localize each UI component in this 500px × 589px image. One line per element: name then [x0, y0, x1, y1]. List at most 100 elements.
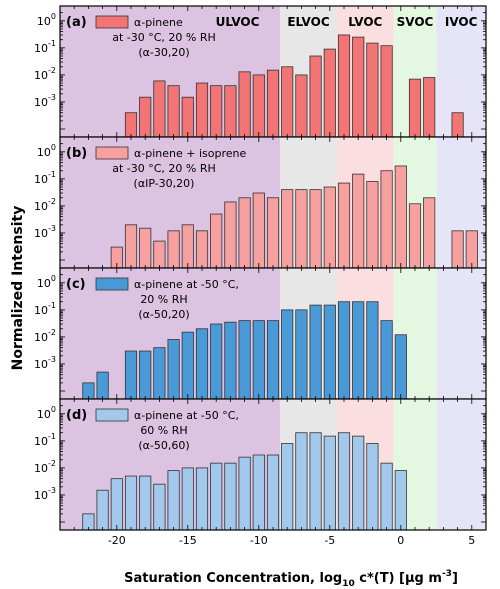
- bar-4-4: [139, 475, 152, 531]
- bar-2-10: [252, 192, 265, 269]
- bar-1-23: [451, 112, 464, 138]
- legend-text-2-2: (αIP-30,20): [134, 177, 195, 190]
- legend-text-1-2: (α-30,20): [138, 46, 189, 59]
- y-tick-label-base-4-0: 10: [34, 489, 48, 502]
- bar-3-12: [252, 320, 265, 400]
- bar-2-18: [366, 181, 379, 269]
- x-tick-label-4: 0: [397, 534, 404, 547]
- bar-4-2: [110, 478, 123, 531]
- legend-text-1-1: at -30 °C, 20 % RH: [112, 31, 216, 44]
- y-tick-label-sup-2-3: 0: [51, 143, 56, 152]
- bar-3-13: [266, 320, 280, 400]
- bar-2-25: [465, 230, 478, 269]
- y-tick-label-base-2-1: 10: [34, 200, 48, 213]
- y-tick-label-sup-2-2: -1: [48, 170, 56, 179]
- y-tick-label-1-0: 10-3: [34, 93, 56, 109]
- region-ivoc-4: [436, 399, 486, 530]
- x-tick-label-5: 5: [468, 534, 475, 547]
- bar-1-17: [366, 42, 379, 138]
- x-axis-label-main: Saturation Concentration, log: [124, 571, 342, 586]
- bar-4-6: [167, 470, 180, 531]
- bar-2-21: [408, 203, 422, 269]
- y-tick-label-sup-1-0: -3: [48, 93, 56, 102]
- bar-2-14: [309, 189, 322, 269]
- bar-4-3: [124, 475, 138, 531]
- bar-4-9: [210, 462, 223, 531]
- y-tick-label-sup-3-1: -2: [48, 328, 56, 337]
- bar-3-18: [337, 301, 351, 400]
- y-tick-label-base-1-2: 10: [34, 42, 48, 55]
- y-tick-label-sup-4-3: 0: [51, 405, 56, 414]
- bar-2-20: [394, 165, 407, 269]
- y-tick-label-1-2: 10-1: [34, 39, 56, 55]
- bar-1-5: [195, 82, 209, 138]
- bar-4-12: [252, 454, 265, 531]
- y-tick-label-1-3: 100: [37, 12, 56, 28]
- bar-2-9: [238, 197, 251, 269]
- legend-text-4-0: α-pinene at -50 °C,: [134, 409, 239, 422]
- bar-4-5: [153, 483, 166, 531]
- bar-1-10: [266, 69, 280, 138]
- bar-1-11: [281, 66, 294, 138]
- panel-label-1: (a): [66, 15, 87, 30]
- bar-1-20: [408, 78, 422, 138]
- region-label-svoc: SVOC: [397, 15, 434, 29]
- bar-3-1: [96, 371, 109, 400]
- bar-3-16: [309, 304, 322, 400]
- bar-3-20: [366, 301, 379, 400]
- bar-3-8: [195, 328, 209, 400]
- bar-3-4: [139, 350, 152, 400]
- x-axis-label-sub: 10: [342, 579, 355, 589]
- y-tick-label-base-2-2: 10: [34, 173, 48, 186]
- bar-2-16: [337, 182, 351, 269]
- y-tick-label-sup-4-1: -2: [48, 459, 56, 468]
- y-tick-label-sup-1-3: 0: [51, 12, 56, 21]
- bar-4-10: [224, 462, 237, 531]
- bar-3-9: [210, 323, 223, 400]
- bar-1-15: [337, 34, 351, 138]
- bar-3-21: [380, 320, 393, 400]
- y-tick-label-3-2: 10-1: [34, 301, 56, 317]
- bar-3-7: [181, 331, 194, 400]
- bar-3-11: [238, 320, 251, 400]
- legend-text-2-1: at -30 °C, 20 % RH: [112, 162, 216, 175]
- bar-2-6: [195, 230, 209, 269]
- region-label-ulvoc: ULVOC: [216, 15, 260, 29]
- y-tick-label-base-4-2: 10: [34, 435, 48, 448]
- y-tick-label-base-3-1: 10: [34, 331, 48, 344]
- bar-4-17: [323, 435, 336, 531]
- bar-3-5: [153, 347, 166, 400]
- bar-2-12: [281, 189, 294, 269]
- y-tick-label-base-1-1: 10: [34, 69, 48, 82]
- bar-1-16: [352, 36, 365, 138]
- y-tick-label-3-0: 10-3: [34, 355, 56, 371]
- bar-1-18: [380, 45, 393, 138]
- bar-2-22: [423, 197, 436, 269]
- y-tick-label-base-3-3: 10: [37, 277, 51, 290]
- bar-4-22: [394, 470, 407, 531]
- x-axis-label: Saturation Concentration, log10 c*(T) [µ…: [124, 569, 458, 589]
- legend-text-3-1: 20 % RH: [140, 293, 187, 306]
- y-tick-label-base-2-3: 10: [37, 146, 51, 159]
- legend-swatch-4: [95, 408, 129, 422]
- bar-3-19: [352, 301, 365, 400]
- y-tick-label-base-3-0: 10: [34, 358, 48, 371]
- bar-4-20: [366, 443, 379, 531]
- x-tick-label-3: -5: [324, 534, 335, 547]
- y-tick-label-base-3-2: 10: [34, 304, 48, 317]
- y-tick-label-base-4-3: 10: [37, 408, 51, 421]
- bar-4-18: [337, 432, 351, 531]
- legend-text-3-0: α-pinene at -50 °C,: [134, 278, 239, 291]
- y-tick-label-base-1-0: 10: [34, 96, 48, 109]
- bar-2-2: [139, 227, 152, 269]
- legend-text-4-1: 60 % RH: [140, 424, 187, 437]
- bar-4-1: [96, 489, 109, 531]
- y-tick-label-4-3: 100: [37, 405, 56, 421]
- y-tick-label-4-2: 10-1: [34, 432, 56, 448]
- bar-1-4: [181, 96, 194, 138]
- bar-1-1: [139, 96, 152, 138]
- y-tick-label-2-0: 10-3: [34, 224, 56, 240]
- y-tick-label-sup-3-2: -1: [48, 301, 56, 310]
